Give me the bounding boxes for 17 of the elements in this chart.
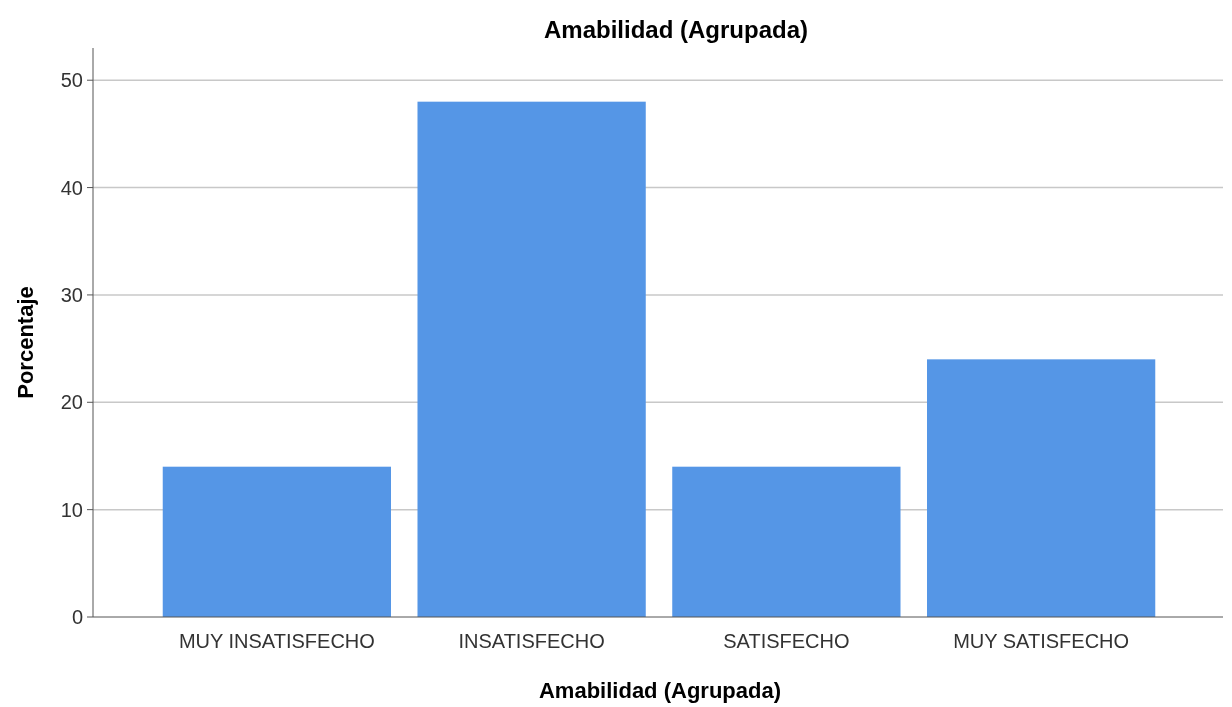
x-tick-label: INSATISFECHO <box>458 630 605 652</box>
y-axis-title: Porcentaje <box>13 286 38 399</box>
bar <box>162 466 391 617</box>
chart-title: Amabilidad (Agrupada) <box>543 16 809 43</box>
y-tick-label: 20 <box>60 391 83 414</box>
y-tick-label: 30 <box>60 283 83 306</box>
y-tick-label: 0 <box>71 606 83 628</box>
x-tick-label: MUY INSATISFECHO <box>178 630 375 652</box>
x-tick-label: SATISFECHO <box>723 630 850 652</box>
x-tick-label: MUY SATISFECHO <box>953 630 1130 652</box>
bar <box>927 359 1156 617</box>
y-tick-label: 50 <box>60 69 83 92</box>
y-tick-label: 40 <box>60 176 83 199</box>
x-axis-title: Amabilidad (Agrupada) <box>538 678 782 703</box>
bar <box>672 466 901 617</box>
y-tick-label: 10 <box>60 498 83 521</box>
bar <box>417 101 646 617</box>
